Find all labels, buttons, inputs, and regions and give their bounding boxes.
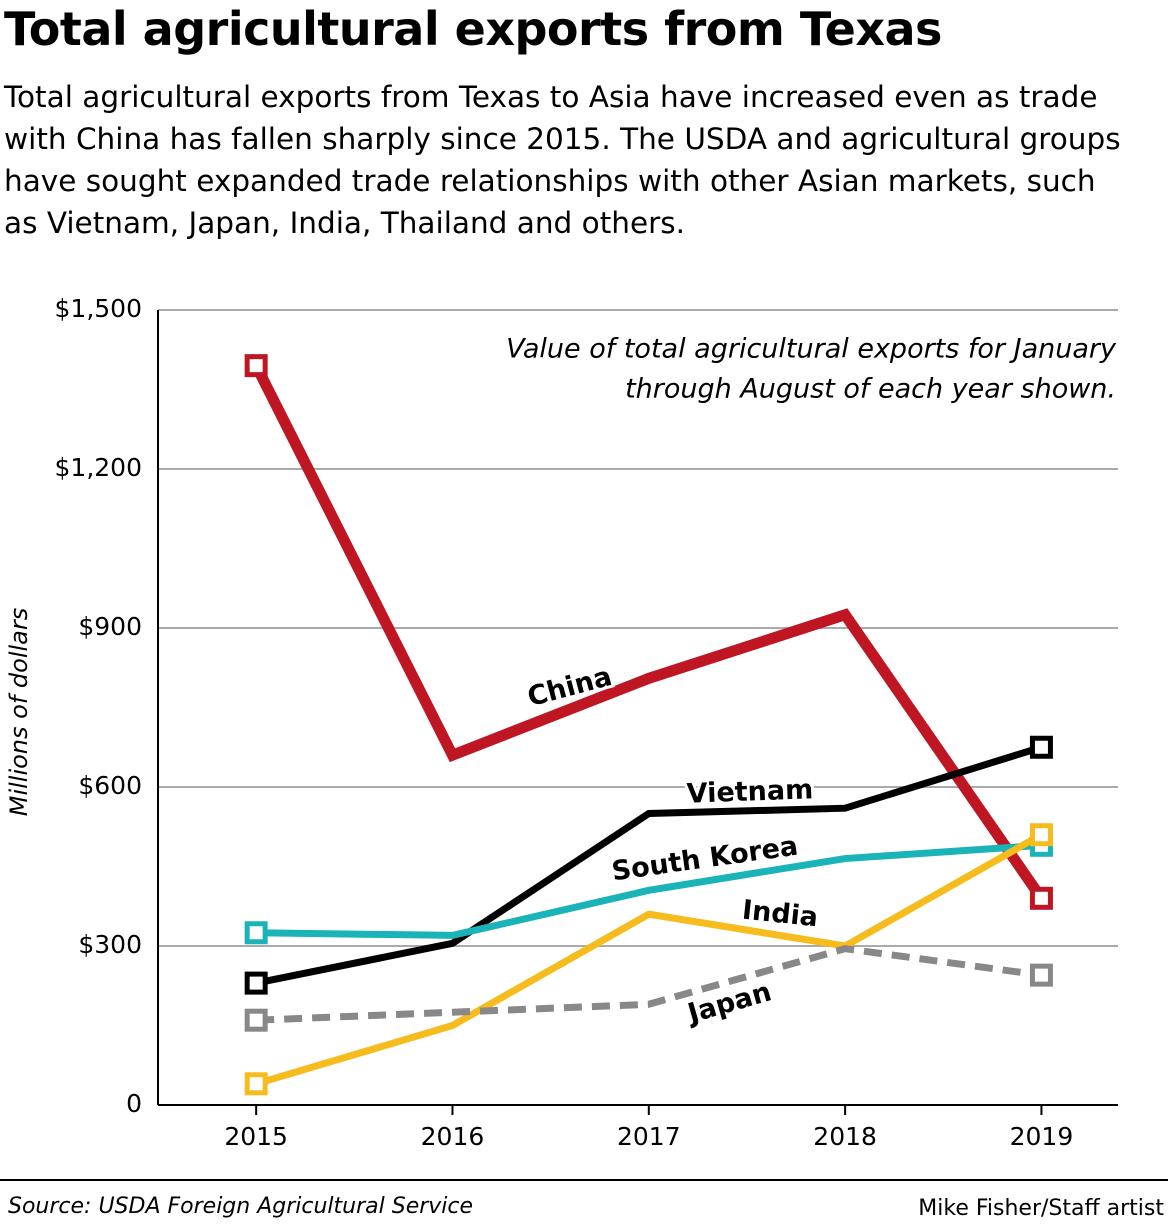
x-tick-label: 2019 xyxy=(1010,1122,1074,1151)
end-marker xyxy=(244,354,268,378)
chart-title: Total agricultural exports from Texas xyxy=(4,2,942,56)
x-tick-label: 2015 xyxy=(224,1122,288,1151)
end-marker xyxy=(1029,963,1053,987)
y-tick-label: $900 xyxy=(78,612,142,641)
x-tick-label: 2018 xyxy=(813,1122,877,1151)
y-tick-label: 0 xyxy=(126,1089,142,1118)
end-marker xyxy=(244,921,268,945)
y-tick-label: $300 xyxy=(78,930,142,959)
end-marker xyxy=(1029,823,1053,847)
series-line xyxy=(251,363,1046,902)
annotation: Value of total agricultural exports for … xyxy=(506,334,1117,365)
series-line xyxy=(256,945,1042,1024)
credit: Mike Fisher/Staff artist xyxy=(918,1196,1164,1221)
series-line xyxy=(255,743,1043,987)
annotation: through August of each year shown. xyxy=(625,374,1116,405)
x-tick-label: 2017 xyxy=(617,1122,681,1151)
series-line xyxy=(255,831,1044,1088)
end-marker xyxy=(244,1072,268,1096)
y-axis-label: Millions of dollars xyxy=(5,608,33,817)
series-line xyxy=(256,841,1042,939)
end-marker xyxy=(1029,886,1053,910)
chart-subtitle: Total agricultural exports from Texas to… xyxy=(4,80,1121,240)
y-tick-label: $1,200 xyxy=(55,453,142,482)
series-label: Japan xyxy=(683,976,775,1030)
end-marker xyxy=(244,1008,268,1032)
y-tick-label: $1,500 xyxy=(55,294,142,323)
x-tick-label: 2016 xyxy=(421,1122,485,1151)
end-marker xyxy=(1029,735,1053,759)
y-tick-label: $600 xyxy=(78,771,142,800)
series-label: Vietnam xyxy=(686,774,813,809)
source: Source: USDA Foreign Agricultural Servic… xyxy=(8,1194,473,1219)
end-marker xyxy=(244,971,268,995)
